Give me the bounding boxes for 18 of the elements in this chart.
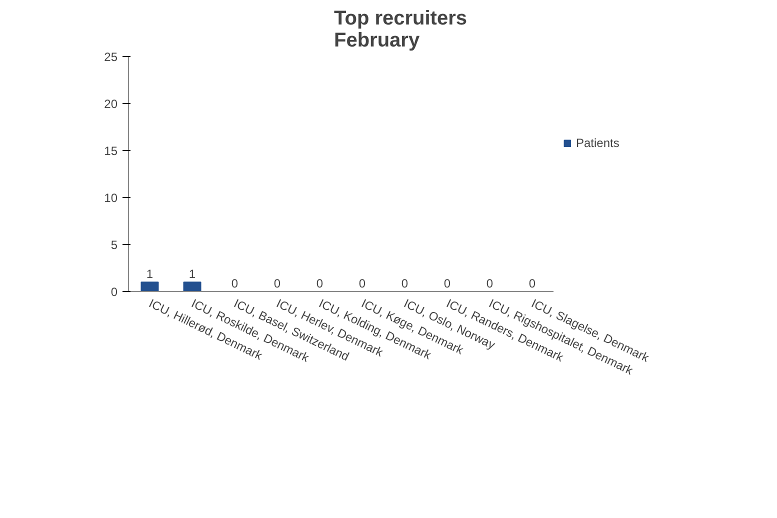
y-tick-label: 5 xyxy=(110,238,118,252)
data-label: 0 xyxy=(274,276,281,290)
y-tick-label: 20 xyxy=(104,97,118,111)
data-label: 0 xyxy=(358,276,366,290)
data-label: 1 xyxy=(146,267,154,282)
data-label: 0 xyxy=(401,276,408,290)
y-tick-label: 10 xyxy=(104,191,118,205)
y-tick-label: 0 xyxy=(110,285,118,299)
data-label: 0 xyxy=(486,276,494,290)
data-label: 0 xyxy=(231,276,238,290)
data-label: 0 xyxy=(316,276,324,290)
y-tick-label: 25 xyxy=(104,50,118,64)
data-label: 0 xyxy=(444,276,451,290)
y-tick-label: 15 xyxy=(104,144,118,158)
data-label: 0 xyxy=(528,276,536,290)
data-label: 1 xyxy=(188,267,196,282)
legend-label: Patients xyxy=(576,136,620,150)
chart-title: Top recruiters February xyxy=(334,8,467,52)
